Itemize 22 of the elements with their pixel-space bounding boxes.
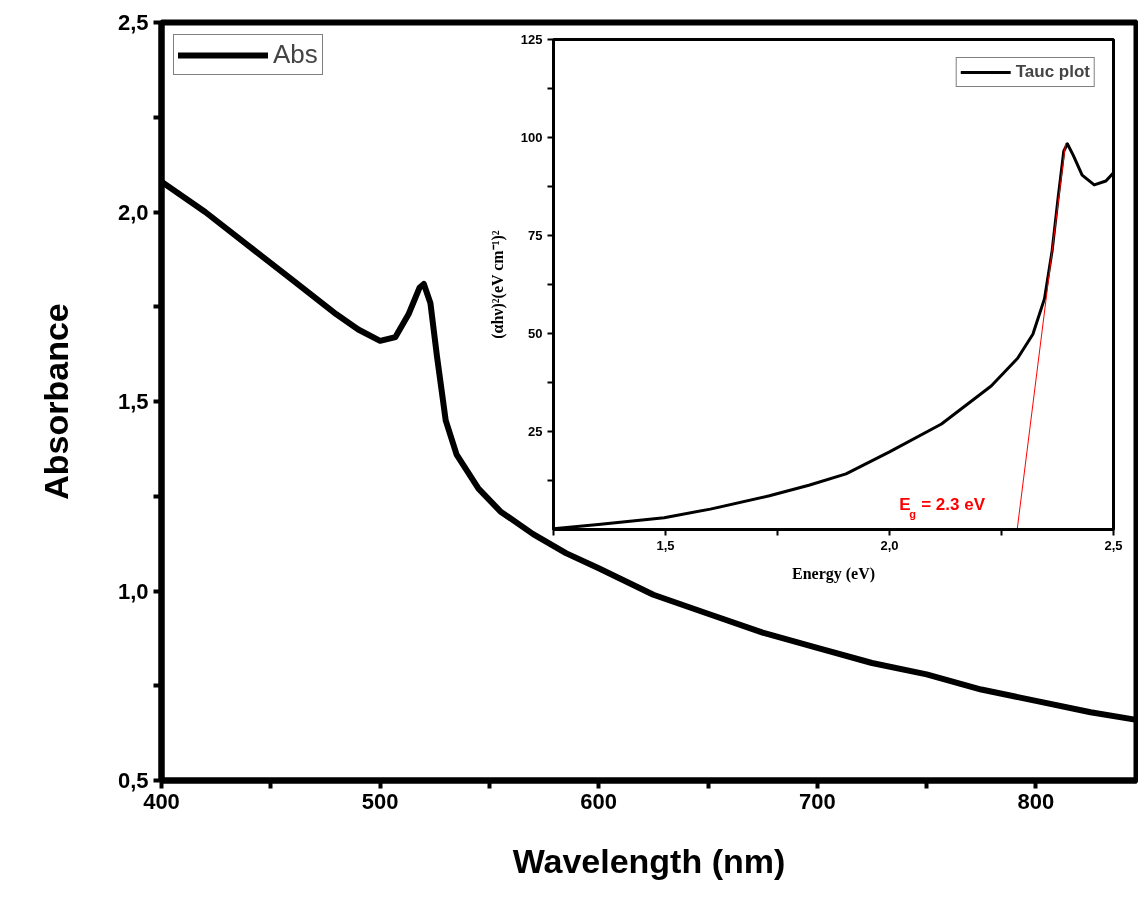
y-tick-label: 75 [528,228,543,243]
y-tick-label: 2,5 [117,10,149,35]
y-tick-label: 2,0 [117,199,149,225]
y-tick-label: 50 [528,326,543,341]
x-tick-label: 2,5 [1104,537,1123,553]
x-axis-title: Energy (eV) [791,564,876,583]
x-tick-label: 500 [361,788,399,814]
x-tick-label: 700 [798,788,836,814]
x-axis-title: Wavelength (nm) [512,841,786,880]
x-tick-label: 1,5 [656,537,675,553]
legend-label: Tauc plot [1015,62,1090,82]
y-axis-title: (αhν)²(eV cm⁻¹)² [488,230,507,339]
legend-label: Abs [273,39,318,70]
x-tick-label: 800 [1017,788,1055,814]
y-tick-label: 25 [528,424,543,439]
x-tick-label: 600 [580,788,618,814]
y-tick-label: 1,0 [117,578,149,604]
y-axis-title: Absorbance [36,303,75,500]
y-tick-label: 1,5 [117,389,149,414]
y-tick-label: 125 [520,32,543,47]
y-tick-label: 100 [520,130,543,145]
x-tick-label: 2,0 [880,537,899,553]
